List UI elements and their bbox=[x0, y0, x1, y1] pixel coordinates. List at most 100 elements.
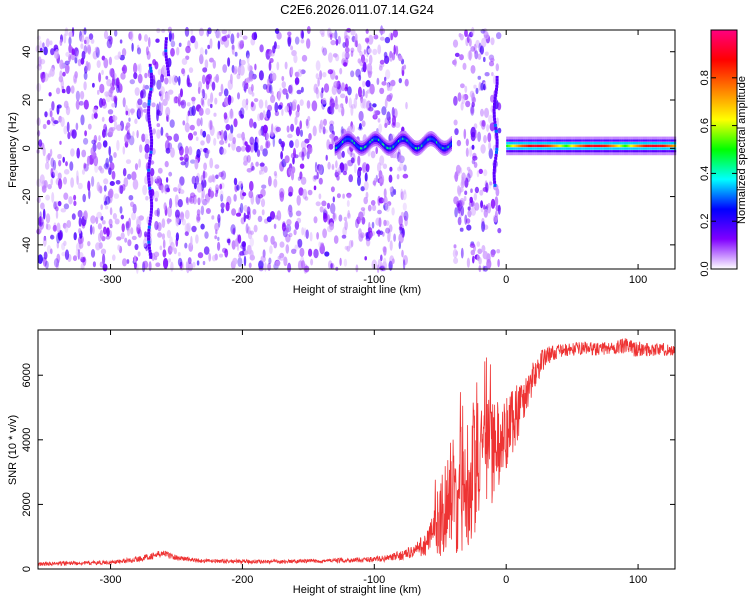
spectrogram-cell bbox=[264, 99, 268, 109]
spectrogram-trace-cell bbox=[433, 143, 436, 146]
spectrogram-trace-cell bbox=[566, 142, 568, 145]
spectrogram-cell bbox=[485, 182, 489, 193]
spectrogram-cell bbox=[242, 35, 248, 40]
spectrogram-cell bbox=[290, 123, 295, 132]
spectrogram-cell bbox=[471, 26, 475, 37]
spectrogram-cell bbox=[73, 232, 77, 241]
spectrogram-cell bbox=[301, 54, 308, 62]
top-x-tick-label: -200 bbox=[231, 274, 253, 286]
spectrogram-trace-cell bbox=[340, 149, 342, 152]
spectrogram-trace-cell bbox=[365, 145, 367, 148]
spectrogram-cell bbox=[192, 261, 196, 268]
spectrogram-cell bbox=[155, 175, 162, 187]
spectrogram-trace-cell bbox=[345, 140, 347, 143]
spectrogram-cell bbox=[166, 187, 171, 193]
spectrogram-trace-cell bbox=[507, 136, 509, 139]
spectrogram-cell bbox=[495, 205, 501, 212]
spectrogram-trace-cell bbox=[411, 140, 413, 143]
spectrogram-trace-cell bbox=[594, 139, 596, 142]
spectrogram-cell bbox=[86, 155, 91, 166]
spectrogram-trace-cell bbox=[575, 144, 577, 148]
spectrogram-trace-cell bbox=[649, 142, 651, 145]
spectrogram-trace-cell bbox=[646, 152, 648, 156]
spectrogram-trace-cell bbox=[447, 151, 449, 155]
spectrogram-trace-cell bbox=[360, 151, 362, 154]
spectrogram-trace-cell bbox=[548, 142, 550, 145]
spectrogram-trace-cell bbox=[340, 147, 342, 150]
spectrogram-trace-cell bbox=[550, 147, 552, 150]
spectrogram-trace-cell bbox=[551, 142, 553, 145]
spectrogram-trace-cell bbox=[558, 136, 561, 139]
spectrogram-cell bbox=[250, 162, 254, 172]
spectrogram-trace-cell bbox=[584, 150, 586, 153]
spectrogram-trace-cell bbox=[571, 144, 573, 148]
spectrogram-trace-cell bbox=[564, 139, 566, 142]
spectrogram-cell bbox=[388, 116, 392, 124]
spectrogram-trace-cell bbox=[386, 146, 388, 149]
spectrogram-cell bbox=[210, 103, 213, 109]
spectrogram-cell bbox=[240, 59, 246, 66]
spectrogram-trace-cell bbox=[418, 146, 420, 150]
spectrogram-trace-cell bbox=[445, 151, 447, 154]
spectrogram-trace-cell bbox=[640, 144, 642, 148]
spectrogram-trace-cell bbox=[540, 150, 542, 153]
spectrogram-cell bbox=[104, 205, 109, 210]
spectrogram-trace-cell bbox=[350, 132, 352, 135]
spectrogram-cell bbox=[235, 212, 242, 217]
spectrogram-trace-cell bbox=[442, 146, 444, 150]
spectrogram-cell bbox=[137, 107, 143, 118]
spectrogram-trace-cell bbox=[350, 136, 352, 139]
colorbar: 0.00.20.40.60.8 Normalized spectral ampl… bbox=[699, 29, 748, 277]
spectrogram-trace-cell bbox=[664, 142, 666, 145]
spectrogram-cell bbox=[270, 129, 274, 138]
spectrogram-cell bbox=[240, 244, 246, 250]
spectrogram-trace-cell bbox=[511, 147, 513, 150]
spectrogram-trace-cell bbox=[658, 152, 660, 156]
spectrogram-streak-cell bbox=[147, 174, 151, 178]
spectrogram-cell bbox=[276, 61, 280, 71]
spectrogram-trace-cell bbox=[438, 145, 440, 148]
spectrogram-cell bbox=[231, 240, 236, 250]
spectrogram-cell bbox=[364, 256, 368, 261]
spectrogram-trace-cell bbox=[645, 144, 647, 148]
spectrogram-trace-cell bbox=[571, 136, 573, 139]
spectrogram-cell bbox=[457, 92, 462, 102]
spectrogram-trace-cell bbox=[670, 144, 672, 148]
spectrogram-trace-cell bbox=[630, 152, 632, 156]
top-x-tick-label: -300 bbox=[100, 274, 122, 286]
spectrogram-cell bbox=[466, 257, 470, 268]
spectrogram-cell bbox=[350, 47, 355, 53]
spectrogram-trace-cell bbox=[512, 147, 514, 150]
spectrogram-trace-cell bbox=[403, 143, 405, 147]
spectrogram-cell bbox=[306, 38, 311, 49]
spectrogram-trace-cell bbox=[529, 152, 531, 156]
spectrogram-cell bbox=[300, 260, 306, 269]
spectrogram-cell bbox=[116, 139, 120, 151]
spectrogram-trace-cell bbox=[386, 140, 388, 143]
spectrogram-trace-cell bbox=[508, 150, 510, 153]
spectrogram-trace-cell bbox=[523, 147, 525, 150]
spectrogram-trace-cell bbox=[646, 142, 648, 145]
spectrogram-cell bbox=[75, 90, 80, 102]
spectrogram-cell bbox=[335, 75, 339, 80]
spectrogram-cell bbox=[128, 195, 134, 201]
spectrogram-trace-cell bbox=[427, 138, 429, 141]
spectrogram-trace-cell bbox=[518, 152, 520, 156]
spectrogram-cell bbox=[154, 209, 160, 217]
spectrogram-cell bbox=[288, 186, 294, 196]
spectrogram-trace-cell bbox=[620, 147, 622, 150]
spectrogram-cell bbox=[196, 182, 203, 193]
spectrogram-cell bbox=[375, 174, 378, 183]
spectrogram-trace-cell bbox=[579, 152, 581, 156]
spectrogram-cell bbox=[268, 257, 272, 265]
spectrogram-cell bbox=[48, 92, 52, 97]
spectrogram-trace-cell bbox=[436, 138, 438, 142]
spectrogram-trace-cell bbox=[600, 147, 602, 150]
spectrogram-trace-cell bbox=[538, 142, 541, 145]
spectrogram-cell bbox=[109, 230, 112, 238]
spectrogram-trace-cell bbox=[563, 147, 565, 150]
spectrogram-trace-cell bbox=[554, 144, 556, 148]
spectrogram-streak-cell bbox=[494, 90, 498, 94]
spectrogram-trace-cell bbox=[623, 142, 625, 145]
spectrogram-trace-cell bbox=[546, 147, 548, 150]
